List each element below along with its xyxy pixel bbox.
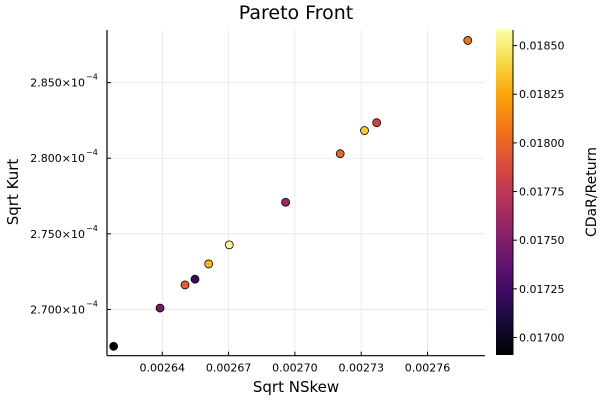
data-point (190, 274, 200, 284)
colorbar-gradient (496, 30, 513, 355)
points (109, 36, 473, 351)
x-tick-label: 0.00267 (206, 362, 252, 375)
data-point (372, 118, 382, 128)
y-axis-label: Sqrt Kurt (4, 159, 22, 226)
axes (106, 30, 485, 357)
x-axis-label: Sqrt NSkew (253, 378, 339, 396)
data-point (224, 240, 234, 250)
colorbar-tick-label: 0.01750 (519, 234, 565, 247)
y-tick-exponent: −4 (86, 148, 98, 157)
data-point (281, 197, 291, 207)
x-tick-label: 0.00273 (338, 362, 384, 375)
colorbar-tick-label: 0.01825 (519, 88, 565, 101)
colorbar-tick-label: 0.01850 (519, 40, 565, 53)
colorbar-tick-label: 0.01800 (519, 137, 565, 150)
colorbar: 0.01700 0.01725 0.01750 0.01775 0.01800 0.018… (496, 30, 565, 355)
colorbar-tick-label: 0.01700 (519, 331, 565, 344)
data-point (109, 341, 119, 351)
data-point (360, 126, 369, 135)
data-point (180, 280, 190, 290)
x-tick-label: 0.00264 (140, 362, 186, 375)
y-tick-label: 2.850×10 (30, 77, 85, 90)
y-tick-exponent: −4 (86, 73, 98, 82)
grid (107, 30, 485, 356)
data-point (335, 149, 345, 159)
x-tick-label: 0.00270 (272, 362, 318, 375)
data-point (463, 36, 473, 45)
y-tick-label: 2.700×10 (30, 303, 85, 316)
data-point (155, 303, 165, 313)
x-tick-label: 0.00276 (405, 362, 451, 375)
chart-title: Pareto Front (239, 2, 354, 24)
data-point (204, 259, 214, 269)
y-tick-label: 2.800×10 (30, 152, 85, 165)
colorbar-label: CDaR/Return (584, 147, 600, 237)
y-tick-exponent: −4 (86, 299, 98, 308)
colorbar-tick-label: 0.01725 (519, 283, 565, 296)
ticks: 0.00264 0.00267 0.00270 0.00273 0.00276 2.700… (30, 73, 450, 375)
y-tick-exponent: −4 (86, 224, 98, 233)
y-tick-label: 2.750×10 (30, 228, 85, 241)
colorbar-tick-label: 0.01775 (519, 186, 565, 199)
